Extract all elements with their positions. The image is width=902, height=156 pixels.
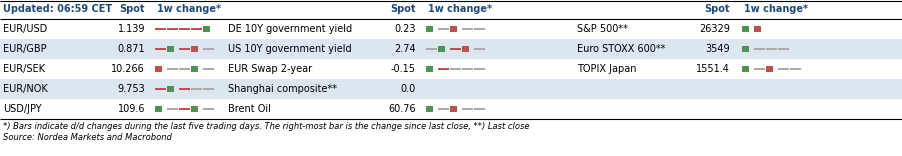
Text: 0.0: 0.0 [400,84,416,94]
FancyBboxPatch shape [179,48,189,50]
FancyBboxPatch shape [474,68,484,70]
FancyBboxPatch shape [203,48,214,50]
Text: 0.23: 0.23 [394,24,416,34]
Text: 3549: 3549 [704,44,729,54]
Text: EUR/NOK: EUR/NOK [3,84,48,94]
FancyBboxPatch shape [0,0,902,19]
FancyBboxPatch shape [167,86,174,92]
FancyBboxPatch shape [191,28,202,30]
FancyBboxPatch shape [191,106,198,112]
Text: Shanghai composite**: Shanghai composite** [227,84,336,94]
FancyBboxPatch shape [437,108,448,110]
FancyBboxPatch shape [462,46,468,52]
FancyBboxPatch shape [462,68,473,70]
FancyBboxPatch shape [0,79,902,99]
Text: Brent Oil: Brent Oil [227,104,271,114]
Text: S&P 500**: S&P 500** [576,24,627,34]
FancyBboxPatch shape [449,26,456,32]
FancyBboxPatch shape [167,28,178,30]
FancyBboxPatch shape [155,48,166,50]
Text: *) Bars indicate d/d changes during the last five trading days. The right-most b: *) Bars indicate d/d changes during the … [3,122,529,131]
FancyBboxPatch shape [179,108,189,110]
Text: Source: Nordea Markets and Macrobond: Source: Nordea Markets and Macrobond [3,133,171,142]
Text: 9.753: 9.753 [117,84,145,94]
Text: 1w change*: 1w change* [428,5,492,15]
FancyBboxPatch shape [449,48,461,50]
FancyBboxPatch shape [765,48,776,50]
FancyBboxPatch shape [179,28,189,30]
FancyBboxPatch shape [191,66,198,72]
FancyBboxPatch shape [191,46,198,52]
FancyBboxPatch shape [741,26,748,32]
FancyBboxPatch shape [789,68,800,70]
Text: EUR Swap 2-year: EUR Swap 2-year [227,64,312,74]
FancyBboxPatch shape [426,48,437,50]
Text: Euro STOXX 600**: Euro STOXX 600** [576,44,665,54]
FancyBboxPatch shape [167,108,178,110]
Text: USD/JPY: USD/JPY [3,104,41,114]
Text: 2.74: 2.74 [394,44,416,54]
FancyBboxPatch shape [0,119,902,156]
FancyBboxPatch shape [753,48,764,50]
Text: EUR/SEK: EUR/SEK [3,64,45,74]
FancyBboxPatch shape [179,68,189,70]
FancyBboxPatch shape [778,68,788,70]
FancyBboxPatch shape [426,66,433,72]
FancyBboxPatch shape [0,39,902,59]
FancyBboxPatch shape [474,48,484,50]
FancyBboxPatch shape [462,108,473,110]
Text: US 10Y government yield: US 10Y government yield [227,44,351,54]
FancyBboxPatch shape [437,28,448,30]
Text: 26329: 26329 [698,24,729,34]
FancyBboxPatch shape [426,106,433,112]
FancyBboxPatch shape [155,66,161,72]
FancyBboxPatch shape [155,88,166,90]
FancyBboxPatch shape [203,26,210,32]
Text: Spot: Spot [390,5,416,15]
FancyBboxPatch shape [203,88,214,90]
FancyBboxPatch shape [753,68,764,70]
FancyBboxPatch shape [0,59,902,79]
FancyBboxPatch shape [474,108,484,110]
Text: 1551.4: 1551.4 [695,64,729,74]
FancyBboxPatch shape [753,26,760,32]
FancyBboxPatch shape [474,28,484,30]
Text: Spot: Spot [704,5,729,15]
Text: 0.871: 0.871 [117,44,145,54]
Text: 10.266: 10.266 [111,64,145,74]
Text: Spot: Spot [119,5,145,15]
Text: Updated: 06:59 CET: Updated: 06:59 CET [3,5,112,15]
FancyBboxPatch shape [203,68,214,70]
FancyBboxPatch shape [741,46,748,52]
Text: 60.76: 60.76 [388,104,416,114]
FancyBboxPatch shape [203,108,214,110]
Text: 1.139: 1.139 [117,24,145,34]
FancyBboxPatch shape [462,28,473,30]
FancyBboxPatch shape [741,66,748,72]
Text: TOPIX Japan: TOPIX Japan [576,64,636,74]
FancyBboxPatch shape [765,66,772,72]
FancyBboxPatch shape [167,68,178,70]
Text: -0.15: -0.15 [391,64,416,74]
Text: DE 10Y government yield: DE 10Y government yield [227,24,352,34]
FancyBboxPatch shape [191,88,202,90]
Text: 109.6: 109.6 [117,104,145,114]
Text: 1w change*: 1w change* [157,5,221,15]
FancyBboxPatch shape [778,48,788,50]
FancyBboxPatch shape [179,88,189,90]
FancyBboxPatch shape [0,99,902,119]
FancyBboxPatch shape [0,19,902,39]
FancyBboxPatch shape [449,106,456,112]
FancyBboxPatch shape [437,68,448,70]
FancyBboxPatch shape [426,26,433,32]
FancyBboxPatch shape [155,28,166,30]
Text: EUR/USD: EUR/USD [3,24,47,34]
Text: EUR/GBP: EUR/GBP [3,44,47,54]
Text: 1w change*: 1w change* [743,5,807,15]
FancyBboxPatch shape [155,106,161,112]
FancyBboxPatch shape [437,46,445,52]
FancyBboxPatch shape [167,46,174,52]
FancyBboxPatch shape [449,68,461,70]
